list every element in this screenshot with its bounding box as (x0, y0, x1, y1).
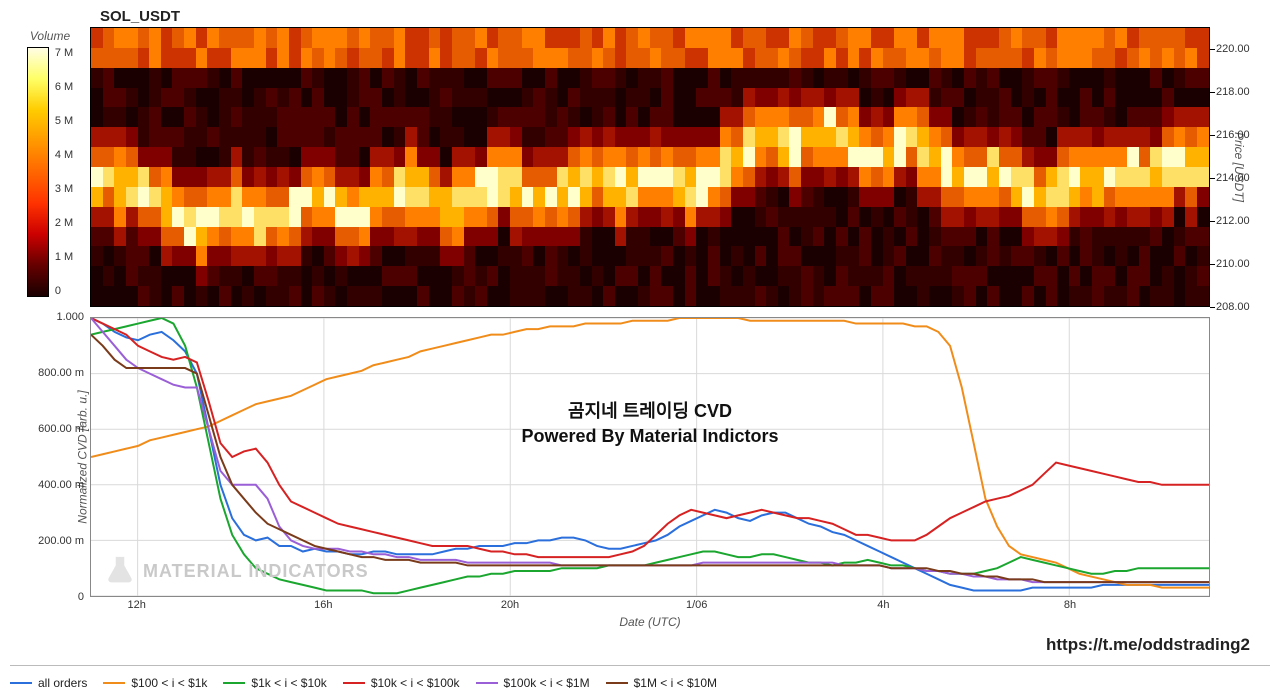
legend-label: $1k < i < $10k (251, 676, 326, 690)
x-tick: 4h (877, 599, 889, 611)
legend-label: $10k < i < $100k (371, 676, 460, 690)
cvd-plot-area: MATERIAL INDICATORS 곰지네 트레이딩 CVD Powered… (90, 317, 1210, 597)
cvd-ytick: 800.00 m (38, 367, 84, 379)
legend: all orders $100 < i < $1k $1k < i < $10k $1… (10, 665, 1270, 690)
cvd-ytick: 400.00 m (38, 479, 84, 491)
volume-tick: 6 M (55, 81, 73, 93)
price-axis: Price [USDT] 220.00 218.00 216.00 214.00 212… (1210, 27, 1270, 307)
price-tick: 208.00 (1216, 301, 1250, 313)
price-tick: 210.00 (1216, 258, 1250, 270)
price-tick: 216.00 (1216, 129, 1250, 141)
volume-tick: 7 M (55, 47, 73, 59)
legend-label: all orders (38, 676, 87, 690)
volume-tick: 3 M (55, 183, 73, 195)
volume-tick: 0 (55, 285, 73, 297)
price-line-overlay (91, 28, 1209, 307)
x-axis-label: Date (UTC) (619, 615, 680, 629)
heatmap-area (90, 27, 1210, 307)
chart-title: SOL_USDT (100, 8, 1270, 25)
cvd-ytick: 0 (78, 591, 84, 603)
cvd-panel: Normalized CVD [arb. u.] 1.000800.00 m60… (10, 317, 1270, 597)
legend-swatch (476, 682, 498, 685)
volume-scale-label: Volume (30, 29, 70, 43)
cvd-ytick: 600.00 m (38, 423, 84, 435)
cvd-y-axis: Normalized CVD [arb. u.] 1.000800.00 m60… (10, 317, 90, 597)
volume-tick: 5 M (55, 115, 73, 127)
legend-swatch (103, 682, 125, 685)
x-tick: 8h (1064, 599, 1076, 611)
legend-label: $100k < i < $1M (504, 676, 590, 690)
price-tick: 212.00 (1216, 215, 1250, 227)
legend-swatch (10, 682, 32, 685)
legend-swatch (606, 682, 628, 685)
x-axis-row: Date (UTC) 12h 16h 20h 1/06 4h 8h (10, 599, 1270, 631)
legend-item: $100k < i < $1M (476, 676, 590, 690)
price-tick: 220.00 (1216, 43, 1250, 55)
price-tick: 218.00 (1216, 86, 1250, 98)
legend-label: $100 < i < $1k (131, 676, 207, 690)
legend-item: $100 < i < $1k (103, 676, 207, 690)
x-tick: 16h (314, 599, 332, 611)
x-tick: 12h (127, 599, 145, 611)
price-axis-label: Price [USDT] (1232, 132, 1246, 202)
legend-item: $10k < i < $100k (343, 676, 460, 690)
x-tick: 20h (501, 599, 519, 611)
legend-item: all orders (10, 676, 87, 690)
volume-tick: 2 M (55, 217, 73, 229)
cvd-ytick: 1.000 (56, 311, 84, 323)
legend-item: $1k < i < $10k (223, 676, 326, 690)
cvd-ytick: 200.00 m (38, 535, 84, 547)
cvd-y-axis-label: Normalized CVD [arb. u.] (76, 390, 90, 523)
legend-item: $1M < i < $10M (606, 676, 717, 690)
footer-link[interactable]: https://t.me/oddstrading2 (10, 635, 1250, 655)
x-axis: Date (UTC) 12h 16h 20h 1/06 4h 8h (90, 599, 1210, 631)
volume-scale: Volume 7 M 6 M 5 M 4 M 3 M 2 M 1 M 0 (10, 27, 90, 307)
volume-gradient-bar (27, 47, 49, 297)
volume-tick: 4 M (55, 149, 73, 161)
x-tick: 1/06 (686, 599, 707, 611)
legend-swatch (343, 682, 365, 685)
volume-tick: 1 M (55, 251, 73, 263)
legend-label: $1M < i < $10M (634, 676, 717, 690)
heatmap-panel: Volume 7 M 6 M 5 M 4 M 3 M 2 M 1 M 0 Price [USD… (10, 27, 1270, 307)
volume-scale-ticks: 7 M 6 M 5 M 4 M 3 M 2 M 1 M 0 (55, 47, 73, 297)
legend-swatch (223, 682, 245, 685)
price-tick: 214.00 (1216, 172, 1250, 184)
